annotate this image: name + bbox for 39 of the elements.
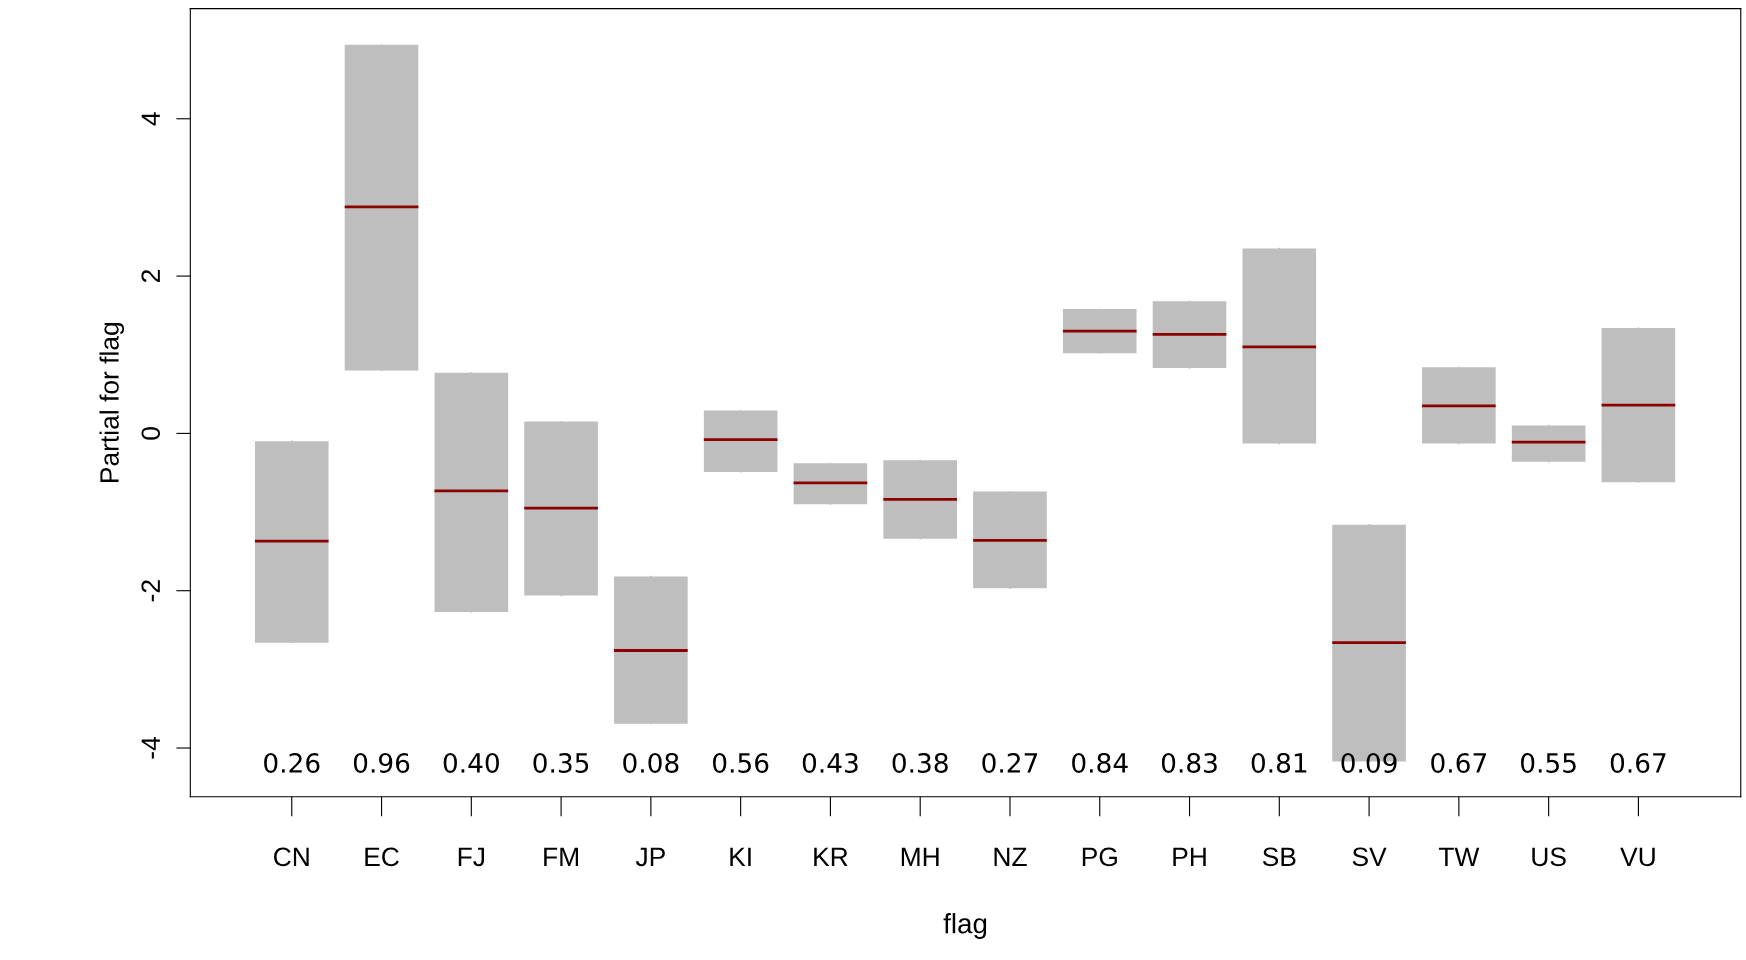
y-axis-title: Partial for flag xyxy=(99,323,125,482)
x-tick-label: FM xyxy=(544,847,578,866)
annotation: 0.09 xyxy=(1341,752,1397,773)
y-tick-label: -2 xyxy=(141,580,160,602)
y-tick-label: 4 xyxy=(141,112,160,126)
y-tick-label: 0 xyxy=(141,427,161,440)
x-tick-label: VU xyxy=(1620,847,1655,867)
annotation: 0.08 xyxy=(623,752,679,773)
annotation: 0.43 xyxy=(802,752,858,773)
annotation: 0.38 xyxy=(892,752,948,773)
annotation: 0.83 xyxy=(1161,752,1217,773)
annotation: 0.35 xyxy=(533,752,589,773)
x-tick-label: US xyxy=(1532,847,1566,867)
annotation: 0.27 xyxy=(982,752,1038,773)
x-tick-label: SB xyxy=(1262,847,1296,867)
annotation: 0.40 xyxy=(443,752,499,773)
x-tick-label: EC xyxy=(365,847,399,867)
x-tick-label: KI xyxy=(730,847,751,866)
annotation: 0.67 xyxy=(1431,752,1486,773)
x-tick-label: KR xyxy=(814,847,848,866)
annotation: 0.67 xyxy=(1610,752,1666,773)
x-tick-label: JP xyxy=(635,847,665,867)
x-tick-label: MH xyxy=(901,847,939,866)
annotation: 0.81 xyxy=(1251,752,1307,773)
y-tick-label: -4 xyxy=(141,737,160,759)
x-axis-title: flag xyxy=(943,913,987,939)
x-tick-label: PG xyxy=(1082,847,1117,867)
annotation: 0.56 xyxy=(713,752,769,773)
x-tick-label: CN xyxy=(274,847,309,867)
x-tick-label: SV xyxy=(1352,847,1387,867)
x-tick-label: PH xyxy=(1173,847,1206,866)
x-tick-label: FJ xyxy=(458,847,485,867)
annotation: 0.55 xyxy=(1521,752,1576,773)
annotation: 0.96 xyxy=(353,752,410,773)
annotation: 0.84 xyxy=(1072,752,1128,773)
x-tick-label: NZ xyxy=(994,847,1027,866)
y-tick-label: 2 xyxy=(141,270,160,283)
annotation: 0.26 xyxy=(264,752,320,773)
x-tick-label: TW xyxy=(1438,847,1480,866)
